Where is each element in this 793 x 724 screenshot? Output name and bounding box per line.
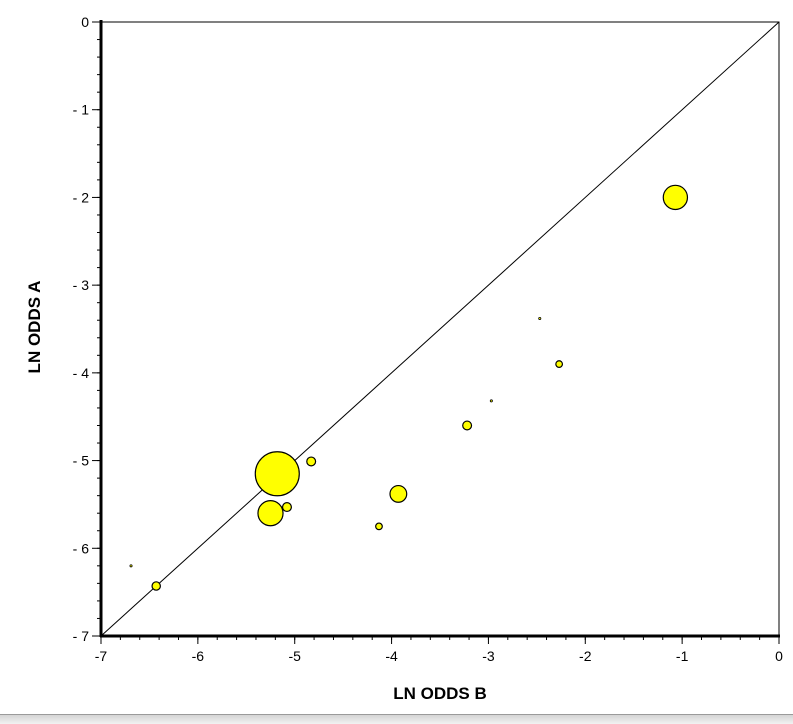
x-tick-label: -2: [579, 648, 592, 664]
data-point: [257, 500, 284, 527]
data-point: [375, 522, 383, 531]
data-points: [129, 184, 689, 591]
x-tick-label: -1: [676, 648, 689, 664]
y-tick-label: - 5: [73, 453, 90, 469]
data-point: [662, 184, 689, 211]
y-tick-label: - 1: [73, 102, 90, 118]
data-point: [555, 360, 564, 368]
data-point: [281, 502, 292, 513]
y-tick-label: - 7: [73, 628, 90, 644]
reference-line: [100, 21, 780, 637]
x-tick-label: -5: [288, 648, 301, 664]
data-point: [129, 564, 133, 568]
data-point: [306, 456, 317, 467]
y-tick-label: 0: [81, 14, 89, 30]
y-tick-label: - 3: [73, 277, 90, 293]
x-tick-label: -7: [95, 648, 108, 664]
data-point: [489, 399, 493, 403]
data-point: [254, 451, 300, 497]
data-point: [462, 420, 473, 431]
data-point: [151, 581, 161, 591]
x-tick-label: -6: [192, 648, 205, 664]
data-point: [538, 316, 542, 320]
axis-ticks: -7 -6 -5 -4 -3 -2 -1 0 0 - 1 - 2 - 3 - 4 - 5 - 6 - 7: [73, 14, 783, 664]
x-tick-label: -3: [482, 648, 495, 664]
y-tick-label: - 6: [73, 540, 90, 556]
x-tick-label: -4: [385, 648, 398, 664]
y-tick-label: - 4: [73, 365, 90, 381]
x-tick-label: 0: [775, 648, 783, 664]
y-tick-label: - 2: [73, 189, 90, 205]
x-axis-title: LN ODDS B: [393, 684, 487, 703]
data-point: [389, 484, 408, 503]
y-axis-title: LN ODDS A: [25, 281, 44, 374]
window-bottom-border: [0, 714, 793, 724]
